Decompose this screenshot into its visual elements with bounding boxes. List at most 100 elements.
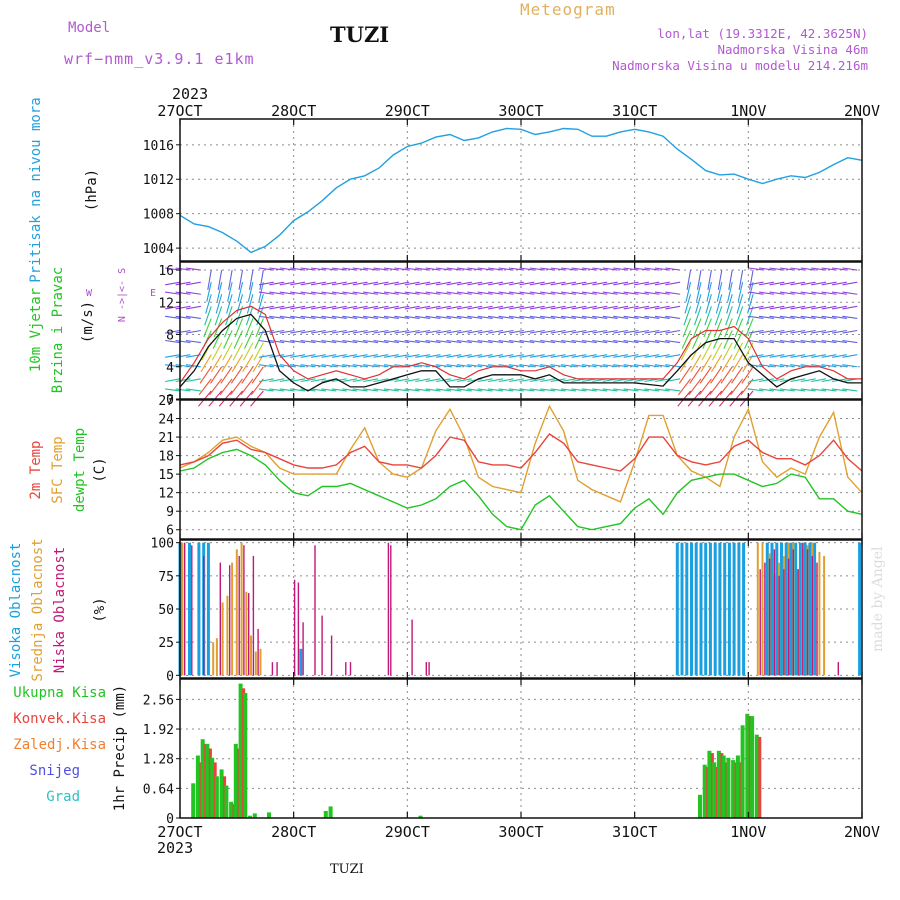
total-precip-bar <box>224 785 229 818</box>
wind-barb <box>233 330 244 349</box>
wind-barb <box>165 388 181 392</box>
wind-barb <box>779 329 795 334</box>
wind-direction-west: W <box>86 288 93 299</box>
wind-barb <box>832 305 847 310</box>
low-cloud-bar <box>742 675 745 676</box>
model-name: wrf−nmm_v3.9.1 e1km <box>64 50 255 68</box>
wind-barb <box>654 291 670 295</box>
wind-barb <box>446 354 462 358</box>
wind-barb <box>230 378 243 396</box>
wind-barb <box>654 281 670 286</box>
low-cloud-bar <box>811 555 813 676</box>
wind-barb <box>477 388 493 392</box>
wind-barb <box>529 364 545 368</box>
wind-barb <box>571 388 587 392</box>
wind-barb <box>509 281 524 286</box>
wind-barb <box>633 291 649 295</box>
wind-barb <box>363 378 379 383</box>
wind-barb <box>175 267 191 271</box>
wind-barb <box>686 269 692 290</box>
wind-barb <box>477 378 493 383</box>
wind-barb <box>352 364 368 368</box>
wind-barb <box>842 364 858 368</box>
wind-barb <box>237 282 244 302</box>
wind-barb <box>488 281 504 286</box>
mid-cloud-bar <box>231 562 234 676</box>
wind-barb <box>654 339 670 344</box>
mid-cloud-bar <box>273 675 276 676</box>
wind-barb <box>592 354 608 358</box>
y-tick-label: 1004 <box>143 242 174 257</box>
data-layer <box>165 127 863 819</box>
wind-barb <box>225 306 233 326</box>
wind-barb <box>581 291 597 295</box>
low-cloud-label: Niska Oblacnost <box>52 547 68 673</box>
wind-barb <box>613 354 629 358</box>
wind-barb <box>331 354 347 358</box>
wind-barb <box>221 354 233 373</box>
wind-barb <box>165 291 181 295</box>
wind-barb <box>634 305 649 310</box>
total-precip-bar <box>702 764 707 818</box>
high-cloud-bar <box>713 542 717 676</box>
wind-barb <box>252 354 264 373</box>
wind-barb <box>769 339 785 344</box>
wind-barb <box>467 267 483 271</box>
low-cloud-bar <box>321 615 323 676</box>
low-cloud-bar <box>248 593 250 676</box>
wind-barb <box>321 364 337 368</box>
wind-barb <box>509 305 524 310</box>
wind-barb <box>404 388 420 392</box>
wind-barb <box>811 281 827 286</box>
wind-barb <box>550 354 566 358</box>
wind-barb <box>821 354 837 358</box>
high-cloud-bar <box>813 542 817 676</box>
wind-barb <box>269 364 285 368</box>
footer-station: TUZI <box>330 862 364 877</box>
wind-barb <box>404 291 420 295</box>
wind-barb <box>279 364 295 368</box>
wind-unit: (m/s) <box>80 301 96 343</box>
wind-barb <box>613 339 629 344</box>
wind-barb <box>529 354 545 358</box>
wind-barb <box>748 315 764 319</box>
wind-barb <box>698 378 712 396</box>
wind-barb <box>821 329 837 334</box>
wind-barb <box>456 281 472 286</box>
wind-barb <box>258 354 274 358</box>
high-cloud-bar <box>770 542 774 676</box>
wind-barb <box>790 364 806 368</box>
wind-barb <box>300 378 316 383</box>
wind-barb <box>561 267 577 271</box>
wind-barb <box>488 267 504 271</box>
wind-barb <box>300 364 316 368</box>
low-cloud-bar <box>390 545 392 676</box>
wind-barb <box>842 281 858 286</box>
wind-barb <box>831 388 847 392</box>
wind-barb <box>342 305 358 310</box>
wind-barb <box>488 329 504 334</box>
wind-barb <box>214 306 223 326</box>
wind-barb <box>241 366 254 384</box>
mid-cloud-bar <box>756 542 759 676</box>
wind-barb <box>185 267 201 271</box>
wind-barb <box>269 378 285 383</box>
wind-barb <box>498 364 514 368</box>
wind-barb <box>759 329 775 334</box>
wind-barb <box>749 269 754 290</box>
total-precip-bar <box>698 794 702 818</box>
y-tick-label: 2.56 <box>143 693 174 708</box>
wind-barb <box>800 267 816 271</box>
wind-barb <box>415 291 431 295</box>
wind-barb <box>254 330 264 349</box>
wind-barb <box>230 366 243 384</box>
wind-barb <box>211 342 223 361</box>
wind-barb <box>488 315 504 319</box>
wind-barb <box>244 330 254 349</box>
wind-barb <box>769 281 785 286</box>
wind-barb <box>581 354 597 358</box>
wind-barb <box>373 388 389 392</box>
wind-barb <box>311 329 326 334</box>
wind-barb <box>342 291 358 295</box>
wind-barb <box>247 282 254 302</box>
